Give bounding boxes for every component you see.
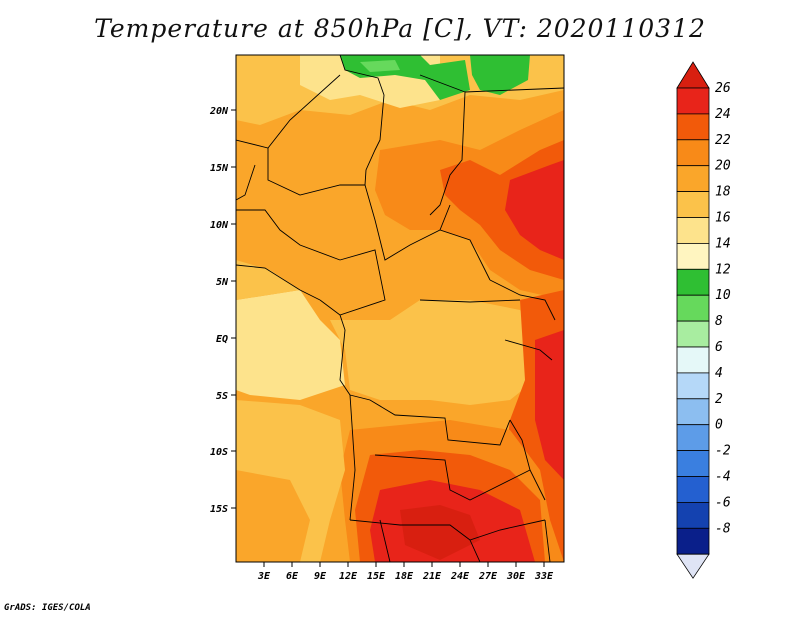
colorbar-label: 0	[715, 418, 723, 433]
colorbar-label: -2	[715, 444, 731, 459]
lat-label: EQ	[216, 334, 228, 345]
lat-label: 15S	[210, 504, 228, 515]
colorbar-swatch	[676, 87, 710, 115]
lon-label: 12E	[339, 571, 358, 582]
lon-label: 33E	[534, 571, 554, 582]
lon-label: 9E	[314, 571, 327, 582]
lon-label: 18E	[395, 571, 414, 582]
lon-label: 6E	[286, 571, 299, 582]
lon-label: 30E	[506, 571, 526, 582]
colorbar-swatch	[676, 476, 710, 503]
lat-label: 10S	[210, 447, 228, 458]
country-borders	[236, 55, 564, 562]
lon-label: 15E	[367, 571, 386, 582]
colorbar-swatch	[676, 294, 710, 322]
colorbar-label: 14	[715, 236, 731, 251]
grads-credit: GrADS: IGES/COLA	[4, 603, 91, 613]
colorbar-swatch	[676, 113, 710, 141]
colorbar-label: 6	[715, 340, 723, 355]
colorbar-label: 16	[715, 211, 731, 226]
colorbar-label: 26	[715, 81, 731, 96]
colorbar-label: 8	[715, 314, 723, 329]
lat-label: 10N	[210, 220, 229, 231]
colorbar-swatch	[676, 527, 710, 555]
colorbar-label: 24	[715, 107, 731, 122]
colorbar-swatch	[676, 450, 710, 477]
colorbar-label: 2	[715, 392, 723, 407]
lon-label: 21E	[422, 571, 442, 582]
colorbar-label: -4	[715, 470, 731, 485]
colorbar-swatch	[676, 242, 710, 270]
colorbar-label: -6	[715, 495, 731, 510]
colorbar-swatch	[676, 165, 710, 192]
lat-label: 15N	[210, 163, 229, 174]
lat-label: 20N	[209, 106, 229, 117]
lon-axis: 3E 6E 9E 12E 15E 18E 21E 24E 27E 30E 33E	[257, 562, 554, 582]
lon-label: 3E	[257, 571, 271, 582]
lon-label: 24E	[450, 571, 470, 582]
map-frame	[235, 54, 565, 563]
colorbar-label: 20	[715, 159, 731, 174]
colorbar-label: 18	[715, 185, 731, 200]
colorbar-label: -8	[715, 521, 731, 536]
colorbar-swatch	[676, 501, 710, 529]
colorbar-swatch	[676, 139, 710, 167]
colorbar-swatch	[676, 320, 710, 348]
map-title: Temperature at 850hPa [C], VT: 202011031…	[94, 14, 706, 43]
temperature-field	[236, 55, 564, 562]
colorbar-label: 10	[715, 288, 731, 303]
colorbar-label: 4	[715, 366, 723, 381]
lat-label: 5N	[216, 277, 229, 288]
colorbar-swatch	[676, 398, 710, 426]
lat-label: 5S	[216, 391, 228, 402]
colorbar-bottom-arrow	[676, 553, 710, 579]
colorbar-swatch	[676, 372, 710, 400]
colorbar-swatch	[676, 424, 710, 452]
colorbar-swatch	[676, 268, 710, 296]
colorbar-label: 12	[715, 262, 731, 277]
colorbar-swatch	[676, 217, 710, 244]
colorbar-top-arrow	[676, 61, 710, 89]
lon-label: 27E	[478, 571, 498, 582]
colorbar-label: 22	[715, 133, 731, 148]
colorbar-swatch	[676, 346, 710, 374]
colorbar-swatch	[676, 191, 710, 218]
lat-axis: 20N 15N 10N 5N EQ 5S 10S 15S	[209, 106, 236, 515]
